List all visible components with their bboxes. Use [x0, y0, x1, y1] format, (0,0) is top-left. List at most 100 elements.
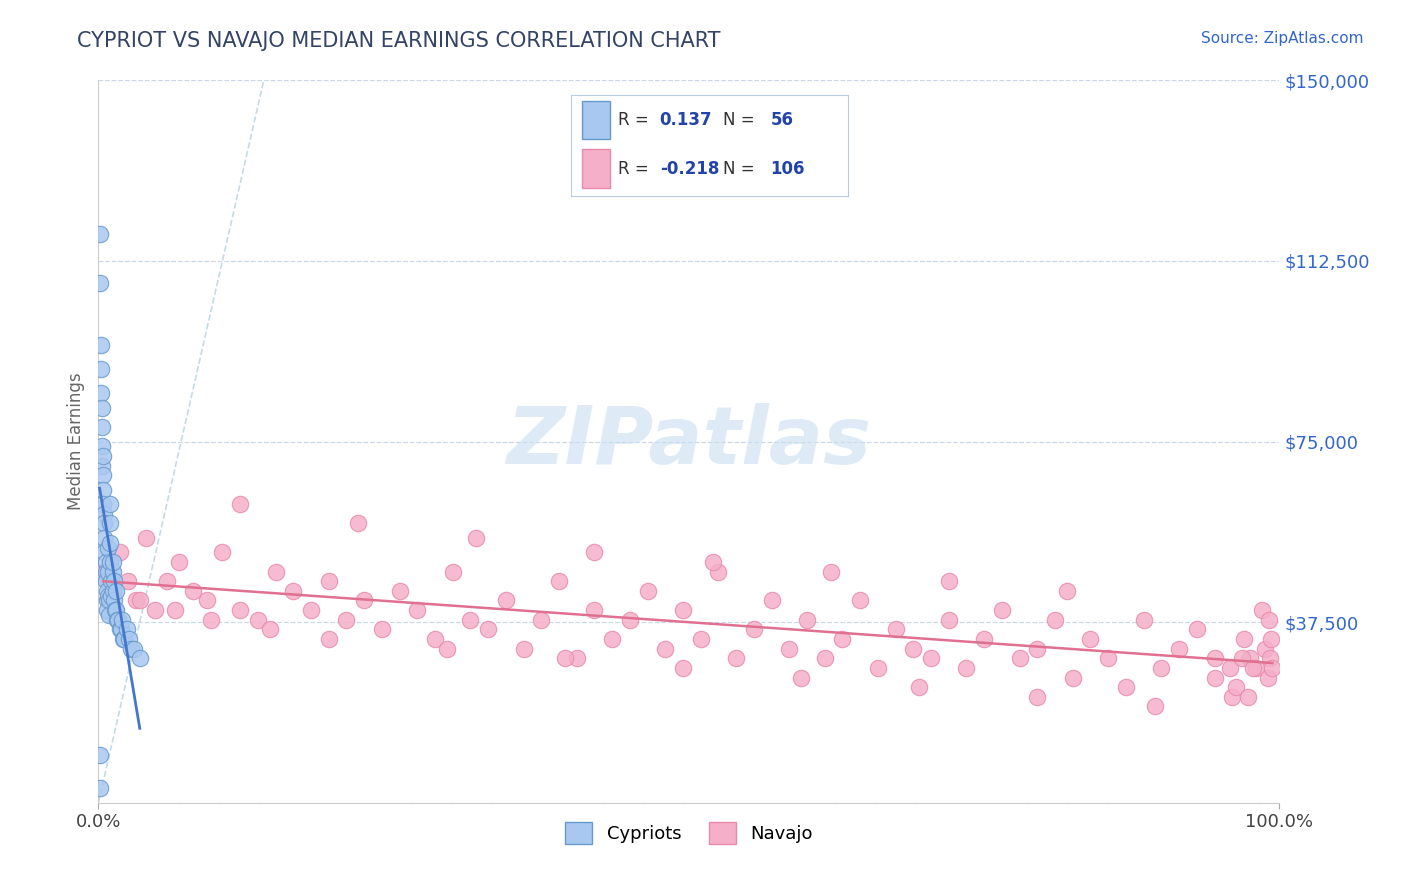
Point — [91, 458, 114, 473]
Point — [91, 401, 114, 415]
Point — [121, 641, 143, 656]
Point — [1204, 651, 1226, 665]
Point — [1236, 690, 1258, 704]
Point — [98, 535, 121, 549]
Point — [128, 593, 150, 607]
Point — [98, 593, 121, 607]
Point — [90, 338, 112, 352]
Point — [761, 593, 783, 607]
Point — [565, 651, 588, 665]
Point — [406, 603, 429, 617]
Point — [318, 632, 340, 646]
Point — [229, 603, 252, 617]
Point — [89, 276, 111, 290]
Point — [94, 565, 117, 579]
Point — [91, 483, 114, 497]
Point — [938, 574, 960, 589]
Point — [1261, 661, 1284, 675]
Point — [108, 545, 131, 559]
Point — [108, 623, 131, 637]
Point — [98, 497, 121, 511]
Point — [264, 565, 287, 579]
Point — [98, 516, 121, 531]
Point — [600, 632, 623, 646]
Point — [91, 468, 114, 483]
Point — [973, 632, 995, 646]
Point — [128, 651, 150, 665]
Point — [583, 603, 606, 617]
Point — [91, 439, 114, 453]
Point — [94, 574, 117, 589]
Point — [259, 623, 281, 637]
Point — [707, 565, 730, 579]
Point — [1225, 680, 1247, 694]
Point — [135, 531, 157, 545]
Point — [91, 420, 114, 434]
Point — [1220, 690, 1243, 704]
Point — [1204, 671, 1226, 685]
Point — [672, 661, 695, 675]
Point — [1062, 671, 1084, 685]
Point — [353, 593, 375, 607]
Point — [299, 603, 322, 617]
Point — [796, 613, 818, 627]
Point — [920, 651, 942, 665]
Point — [97, 574, 120, 589]
Point — [672, 603, 695, 617]
Point — [117, 574, 139, 589]
Point — [115, 623, 138, 637]
Point — [90, 386, 112, 401]
Point — [94, 555, 117, 569]
Point — [211, 545, 233, 559]
Point — [1239, 651, 1261, 665]
Point — [98, 555, 121, 569]
Point — [93, 516, 115, 531]
Text: Source: ZipAtlas.com: Source: ZipAtlas.com — [1201, 31, 1364, 46]
Point — [1008, 651, 1031, 665]
Point — [156, 574, 179, 589]
Point — [725, 651, 748, 665]
Point — [1244, 661, 1267, 675]
Point — [814, 651, 837, 665]
Point — [97, 589, 120, 603]
Point — [1080, 632, 1102, 646]
Point — [165, 603, 187, 617]
Point — [903, 641, 925, 656]
Point — [91, 565, 114, 579]
Point — [112, 632, 135, 646]
Point — [103, 593, 125, 607]
Legend: Cypriots, Navajo: Cypriots, Navajo — [558, 815, 820, 852]
Point — [89, 747, 111, 762]
Point — [167, 555, 190, 569]
Point — [388, 583, 411, 598]
Point — [619, 613, 641, 627]
Point — [98, 607, 121, 622]
Point — [104, 603, 127, 617]
Point — [495, 593, 517, 607]
Point — [100, 589, 122, 603]
Point — [200, 613, 222, 627]
Point — [477, 623, 499, 637]
Point — [512, 641, 534, 656]
Point — [101, 555, 124, 569]
Point — [554, 651, 576, 665]
Point — [112, 632, 135, 646]
Point — [1132, 613, 1154, 627]
Point — [101, 583, 124, 598]
Point — [1219, 661, 1241, 675]
Point — [1250, 603, 1272, 617]
Point — [122, 641, 145, 656]
Point — [1260, 632, 1282, 646]
Point — [93, 507, 115, 521]
Point — [105, 613, 128, 627]
Point — [778, 641, 800, 656]
Point — [347, 516, 370, 531]
Point — [246, 613, 269, 627]
Point — [103, 574, 125, 589]
Point — [1026, 641, 1049, 656]
Point — [530, 613, 553, 627]
Point — [90, 362, 112, 376]
Point — [689, 632, 711, 646]
Point — [100, 574, 122, 589]
Point — [849, 593, 872, 607]
